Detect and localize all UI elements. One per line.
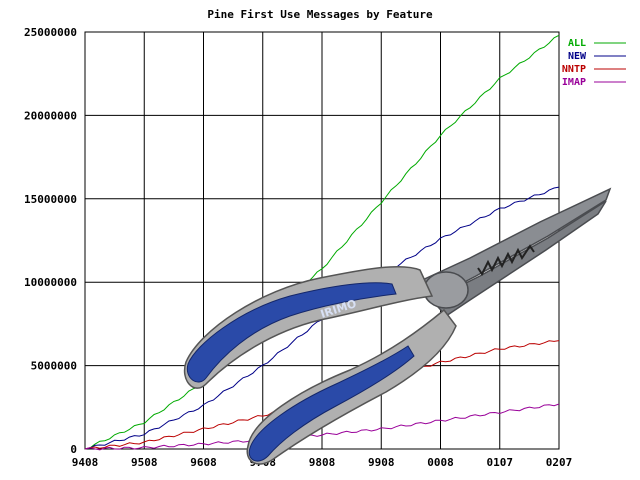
legend-label-nntp: NNTP [562, 64, 586, 75]
x-tick-label: 9408 [72, 456, 99, 469]
legend: ALL NEW NNTP IMAP [562, 38, 626, 88]
y-tick-label: 15000000 [24, 193, 77, 206]
y-tick-label: 5000000 [31, 360, 77, 373]
pliers-lower-handle [248, 345, 415, 462]
x-tick-label: 9908 [368, 456, 395, 469]
x-tick-label: 0207 [546, 456, 573, 469]
chart-title: Pine First Use Messages by Feature [207, 8, 433, 21]
x-tick-label: 0008 [427, 456, 454, 469]
series-line-imap [84, 403, 560, 451]
y-tick-label: 20000000 [24, 109, 77, 122]
tick-labels: 9408950896089708980899080008010702070500… [24, 26, 572, 469]
series-line-all [84, 34, 560, 450]
y-tick-label: 0 [70, 443, 77, 456]
pliers-teeth [477, 244, 535, 276]
x-tick-label: 9508 [131, 456, 158, 469]
legend-label-new: NEW [568, 51, 587, 62]
x-tick-label: 9808 [309, 456, 336, 469]
y-tick-label: 10000000 [24, 276, 77, 289]
pliers-upper-handle [186, 282, 397, 383]
legend-label-all: ALL [568, 38, 586, 49]
legend-label-imap: IMAP [562, 77, 586, 88]
y-tick-label: 25000000 [24, 26, 77, 39]
x-tick-label: 0107 [487, 456, 514, 469]
x-tick-label: 9608 [190, 456, 217, 469]
pliers-pivot [423, 271, 469, 309]
pliers-image: IRIMO [183, 187, 612, 465]
